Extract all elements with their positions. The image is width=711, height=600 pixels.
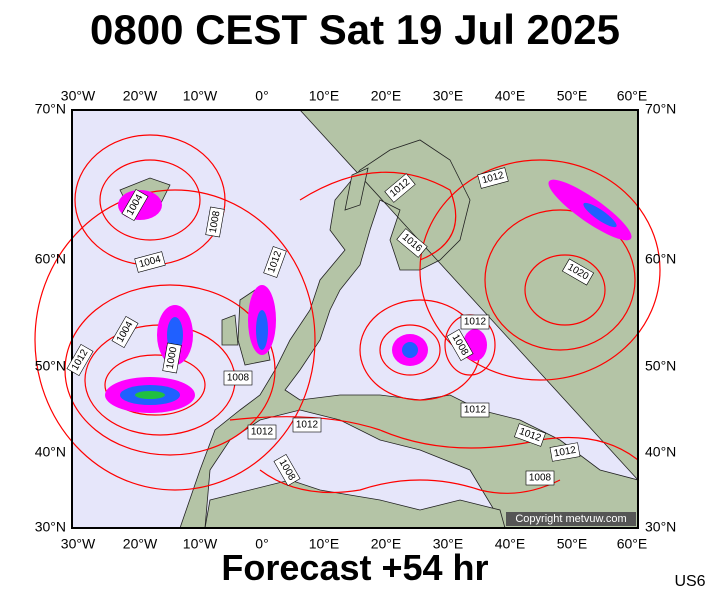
isobar-label: 1012 xyxy=(514,423,546,447)
isobar-label-text: 1012 xyxy=(553,445,577,460)
precipitation xyxy=(105,179,632,413)
longitude-label: 20°W xyxy=(123,88,158,104)
title: 0800 CEST Sat 19 Jul 2025 xyxy=(90,6,620,53)
longitude-label: 10°W xyxy=(183,536,218,552)
isobar-label-box xyxy=(446,328,474,362)
isobar-label-text: 1000 xyxy=(165,346,180,370)
isobar-label-box xyxy=(263,246,287,278)
isobar-label-box xyxy=(525,470,555,486)
isobar-label-text: 1012 xyxy=(296,420,319,431)
latitude-label: 50°N xyxy=(645,358,676,374)
isobar-label-box xyxy=(477,167,509,189)
isobar-label-text: 1012 xyxy=(464,405,487,416)
isobar-label: 1008 xyxy=(205,206,225,238)
longitude-label: 40°E xyxy=(495,88,526,104)
isobars xyxy=(34,134,661,494)
forecast-label: Forecast +54 hr xyxy=(221,547,488,588)
longitude-label: 20°E xyxy=(371,88,402,104)
map-area: Copyright metvuw.com xyxy=(34,109,661,529)
isobar-label-box xyxy=(549,442,581,462)
isobar-label: 1012 xyxy=(263,246,287,278)
isobar-label-box xyxy=(273,453,301,487)
isobar-label-box xyxy=(121,188,149,222)
isobar-label: 1012 xyxy=(292,417,322,433)
latitude-label: 40°N xyxy=(35,444,66,460)
longitude-label: 40°E xyxy=(495,536,526,552)
latitude-label: 50°N xyxy=(35,358,66,374)
latitude-label: 60°N xyxy=(645,251,676,267)
copyright: Copyright metvuw.com xyxy=(515,513,626,525)
isobar-label: 1004 xyxy=(134,251,166,273)
isobar-label-box xyxy=(384,173,416,203)
isobar-label: 1012 xyxy=(247,424,277,440)
longitude-label: 30°W xyxy=(61,536,96,552)
longitude-label: 30°E xyxy=(433,536,464,552)
isobar-label-box xyxy=(396,228,428,258)
latitude-label: 30°N xyxy=(645,519,676,535)
isobar-label-box xyxy=(514,423,546,447)
isobar-label-box xyxy=(66,343,94,377)
isobar-label-box xyxy=(111,315,139,349)
latitude-label: 60°N xyxy=(35,251,66,267)
latitude-label: 70°N xyxy=(645,101,676,117)
isobar-label-box xyxy=(247,424,277,440)
isobar-label-text: 1012 xyxy=(464,317,487,328)
isobar-label-box xyxy=(460,402,490,418)
isobar-label: 1012 xyxy=(477,167,509,189)
isobar-label: 1008 xyxy=(525,470,555,486)
isobar-label-box xyxy=(223,370,253,386)
model-code: US6 xyxy=(674,573,705,590)
latitude-label: 30°N xyxy=(35,519,66,535)
longitude-label: 30°E xyxy=(433,88,464,104)
longitude-label: 10°W xyxy=(183,88,218,104)
longitude-label: 30°W xyxy=(61,88,96,104)
isobar-label-box xyxy=(162,342,182,374)
longitude-label: 60°E xyxy=(617,88,648,104)
isobar-label-text: 1012 xyxy=(251,427,274,438)
isobar-label-box xyxy=(292,417,322,433)
isobar-label: 1012 xyxy=(460,314,490,330)
isobar-label-text: 1008 xyxy=(529,473,552,484)
longitude-label: 50°E xyxy=(557,88,588,104)
isobar-label: 1000 xyxy=(162,342,182,374)
isobar-label-box xyxy=(561,258,595,286)
latitude-label: 40°N xyxy=(645,444,676,460)
longitude-label: 20°W xyxy=(123,536,158,552)
longitude-label: 0° xyxy=(255,536,268,552)
map-frame xyxy=(71,109,639,529)
isobar-label-box xyxy=(460,314,490,330)
latitude-label: 70°N xyxy=(35,101,66,117)
longitude-label: 60°E xyxy=(617,536,648,552)
longitude-label: 10°E xyxy=(309,88,340,104)
isobar-label: 1012 xyxy=(460,402,490,418)
isobar-label-box xyxy=(134,251,166,273)
isobar-label-box xyxy=(205,206,225,238)
isobar-label-text: 1008 xyxy=(227,373,250,384)
longitude-label: 0° xyxy=(255,88,268,104)
longitude-label: 50°E xyxy=(557,536,588,552)
longitude-label: 20°E xyxy=(371,536,402,552)
isobar-label: 1012 xyxy=(549,442,581,462)
longitude-label: 10°E xyxy=(309,536,340,552)
isobar-label-text: 1008 xyxy=(208,210,223,234)
copyright-box xyxy=(506,512,636,526)
isobar-label: 1008 xyxy=(223,370,253,386)
